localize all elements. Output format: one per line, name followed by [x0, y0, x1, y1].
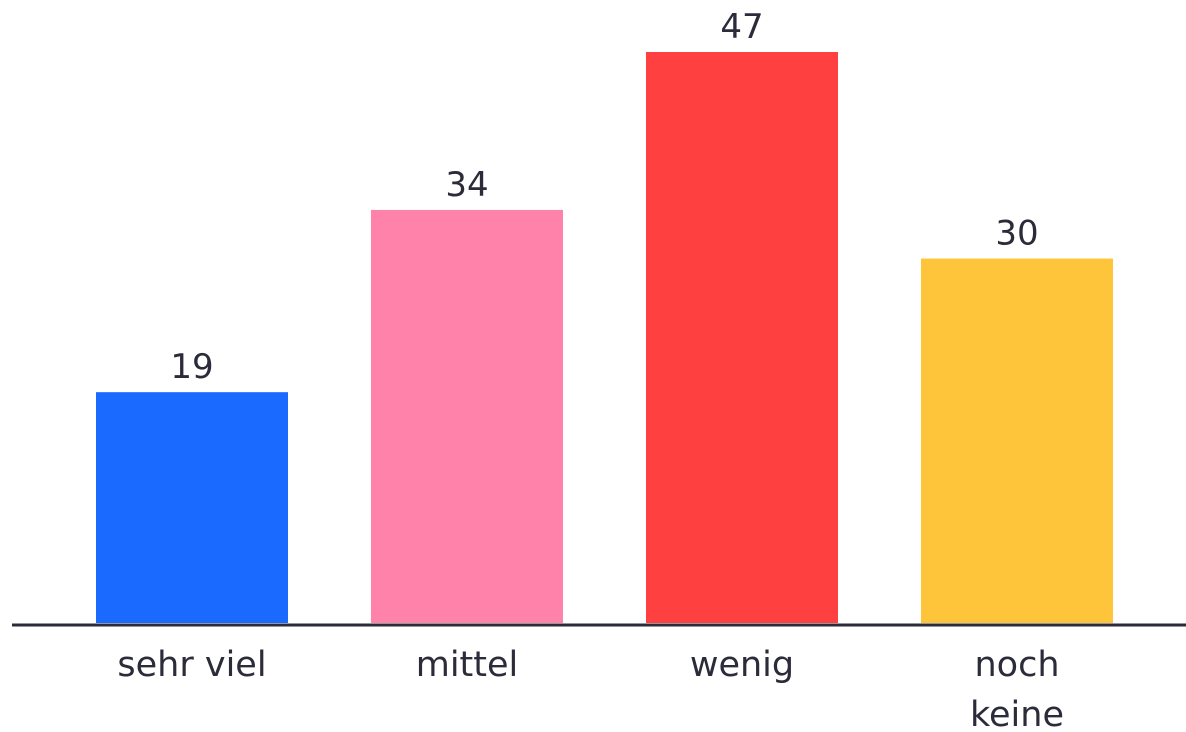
bars-group [96, 52, 1113, 624]
value-label-3: 30 [995, 214, 1038, 254]
category-label-2: wenig [690, 645, 794, 685]
category-labels-group: sehr viel mittel wenig noch keine [117, 645, 1064, 732]
category-label-3-line-1: keine [970, 695, 1064, 732]
bar-0 [96, 392, 288, 623]
bar-2 [646, 52, 838, 623]
value-label-0: 19 [170, 347, 213, 387]
value-labels-group: 19 34 47 30 [170, 7, 1038, 387]
value-label-2: 47 [720, 7, 763, 47]
value-label-1: 34 [445, 165, 488, 205]
bar-1 [371, 209, 563, 624]
bar-3 [921, 258, 1113, 623]
category-label-3-line-0: noch [974, 645, 1059, 685]
category-label-0: sehr viel [117, 645, 266, 685]
category-label-1: mittel [416, 645, 519, 685]
